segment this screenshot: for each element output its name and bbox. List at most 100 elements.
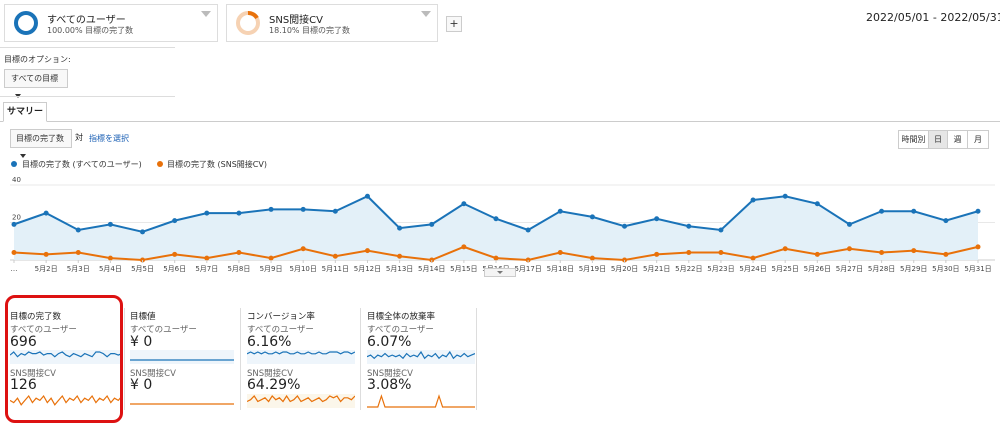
date-range-picker[interactable]: 2022/05/01 - 2022/05/31 [866,6,1000,24]
goal-select[interactable]: すべての目標 [4,69,68,98]
metric-value: 696 [10,334,37,350]
data-point-sns[interactable] [11,250,17,255]
data-point-sns[interactable] [911,248,917,254]
data-point-all-users[interactable] [236,210,242,216]
data-point-sns[interactable] [236,250,242,255]
data-point-all-users[interactable] [397,225,403,231]
data-point-all-users[interactable] [172,218,178,224]
data-point-sns[interactable] [397,253,403,259]
data-point-all-users[interactable] [140,229,146,235]
x-tick-label: 5月22日 [675,265,702,273]
data-point-sns[interactable] [782,246,788,252]
data-point-sns[interactable] [589,255,595,261]
data-point-sns[interactable] [654,251,660,257]
data-point-sns[interactable] [461,244,467,250]
data-point-all-users[interactable] [782,193,788,199]
data-point-sns[interactable] [846,246,852,252]
segment-card-all-users[interactable]: すべてのユーザー 100.00% 目標の完了数 [4,4,218,42]
metric-card-conversion-rate[interactable]: コンバージョン率 すべてのユーザー 6.16% SNS閲接CV 64.29% [243,308,361,410]
data-point-all-users[interactable] [718,227,724,233]
sparkline-all-users [130,350,234,364]
data-point-sns[interactable] [943,251,949,257]
segment-share: 18.10% 目標の完了数 [269,26,351,35]
metric-segment-label: すべてのユーザー [10,325,77,335]
data-point-sns[interactable] [750,255,756,261]
data-point-sns[interactable] [718,250,724,255]
tab-summary[interactable]: サマリー [3,102,47,122]
metric-highlight-frame [5,295,123,423]
series-area-all-users [14,196,978,260]
x-tick-label: 5月5日 [131,265,154,273]
data-point-all-users[interactable] [43,210,49,216]
data-point-sns[interactable] [107,255,113,261]
data-point-all-users[interactable] [589,214,595,220]
data-point-sns[interactable] [493,255,499,261]
data-point-sns[interactable] [172,251,178,257]
add-segment-button[interactable]: + [446,16,462,32]
data-point-all-users[interactable] [975,208,981,214]
data-point-all-users[interactable] [364,193,370,199]
data-point-sns[interactable] [975,244,981,250]
period-hourly-button[interactable]: 時間別 [898,130,929,149]
data-point-all-users[interactable] [911,208,917,214]
data-point-all-users[interactable] [461,201,467,207]
x-tick-label: 5月18日 [547,265,574,273]
caret-down-icon [20,153,26,158]
data-point-sns[interactable] [879,250,885,255]
data-point-all-users[interactable] [622,223,628,229]
data-point-sns[interactable] [204,255,210,261]
data-point-all-users[interactable] [332,208,338,214]
data-point-sns[interactable] [814,251,820,257]
select-metric-link[interactable]: 指標を選択 [89,134,129,143]
metric-card-abandonment-rate[interactable]: 目標全体の放棄率 すべてのユーザー 6.07% SNS閲接CV 3.08% [363,308,481,410]
chevron-down-icon[interactable] [201,11,211,17]
x-tick-label: 5月27日 [836,265,863,273]
x-tick-label: 5月21日 [643,265,670,273]
data-point-sns[interactable] [686,250,692,255]
data-point-sns[interactable] [268,255,274,261]
sparkline-sns [367,394,475,408]
x-tick-label: 5月24日 [739,265,766,273]
sparkline-line [10,351,122,358]
sparkline-line [367,394,475,408]
data-point-sns[interactable] [300,246,306,252]
data-point-all-users[interactable] [879,208,885,214]
period-month-button[interactable]: 月 [967,130,989,149]
chart-resize-handle[interactable] [484,268,516,277]
data-point-all-users[interactable] [686,223,692,229]
metric-card-goal-value[interactable]: 目標値 すべてのユーザー ¥ 0 SNS閲接CV ¥ 0 [126,308,244,410]
x-tick-label: 5月26日 [804,265,831,273]
data-point-all-users[interactable] [750,197,756,203]
metric-card-goal-completions[interactable]: 目標の完了数 すべてのユーザー 696 SNS閲接CV 126 [6,308,124,410]
metric-select[interactable]: 目標の完了数 [10,129,72,158]
data-point-all-users[interactable] [11,221,17,227]
chevron-down-icon[interactable] [421,11,431,17]
data-point-all-users[interactable] [75,227,81,233]
sparkline-sns [130,403,234,405]
data-point-all-users[interactable] [814,201,820,207]
data-point-sns[interactable] [43,251,49,257]
data-point-all-users[interactable] [943,218,949,224]
segment-card-sns[interactable]: SNS閲接CV 18.10% 目標の完了数 [226,4,438,42]
data-point-all-users[interactable] [525,227,531,233]
x-tick-label: 5月25日 [772,265,799,273]
data-point-all-users[interactable] [300,206,306,212]
data-point-all-users[interactable] [493,216,499,222]
data-point-all-users[interactable] [654,216,660,222]
data-point-all-users[interactable] [429,221,435,227]
data-point-all-users[interactable] [557,208,563,214]
sparkline-bg [130,350,234,364]
goal-completions-line-chart: 40 20 … 5月2日 5月3日 5月4日 5月5日 5月6日 5月7日 5月8日 5月9日 5月1… [10,176,995,273]
data-point-sns[interactable] [75,250,81,255]
data-point-all-users[interactable] [846,221,852,227]
divider [124,308,125,410]
period-day-button[interactable]: 日 [928,130,948,149]
data-point-all-users[interactable] [107,221,113,227]
sparkline-all-users [247,350,355,364]
data-point-sns[interactable] [364,248,370,254]
data-point-sns[interactable] [332,253,338,259]
data-point-all-users[interactable] [268,206,274,212]
period-week-button[interactable]: 週 [947,130,968,149]
data-point-sns[interactable] [557,250,563,255]
data-point-all-users[interactable] [204,210,210,216]
